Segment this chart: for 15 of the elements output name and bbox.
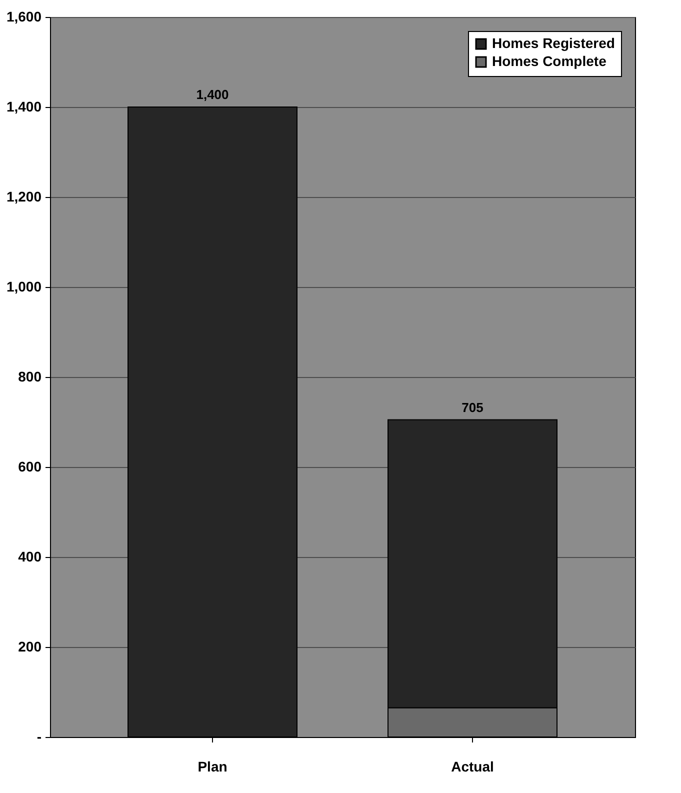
y-tick-label: - (36, 728, 42, 744)
y-tick-label: 1,200 (6, 188, 42, 204)
y-tick-label: 1,400 (6, 98, 42, 114)
total-label: 705 (462, 400, 484, 415)
y-tick-label: 600 (18, 458, 42, 474)
total-label: 1,400 (196, 87, 229, 102)
y-tick-label: 1,000 (6, 278, 42, 294)
y-tick-label: 200 (18, 638, 42, 654)
y-tick-label: 400 (18, 548, 42, 564)
legend-label: Homes Registered (492, 35, 615, 51)
x-tick-label: Actual (451, 758, 494, 774)
x-tick-label: Plan (198, 758, 228, 774)
y-tick-label: 1,600 (6, 8, 42, 24)
y-tick-label: 800 (18, 368, 42, 384)
legend-label: Homes Complete (492, 53, 607, 69)
